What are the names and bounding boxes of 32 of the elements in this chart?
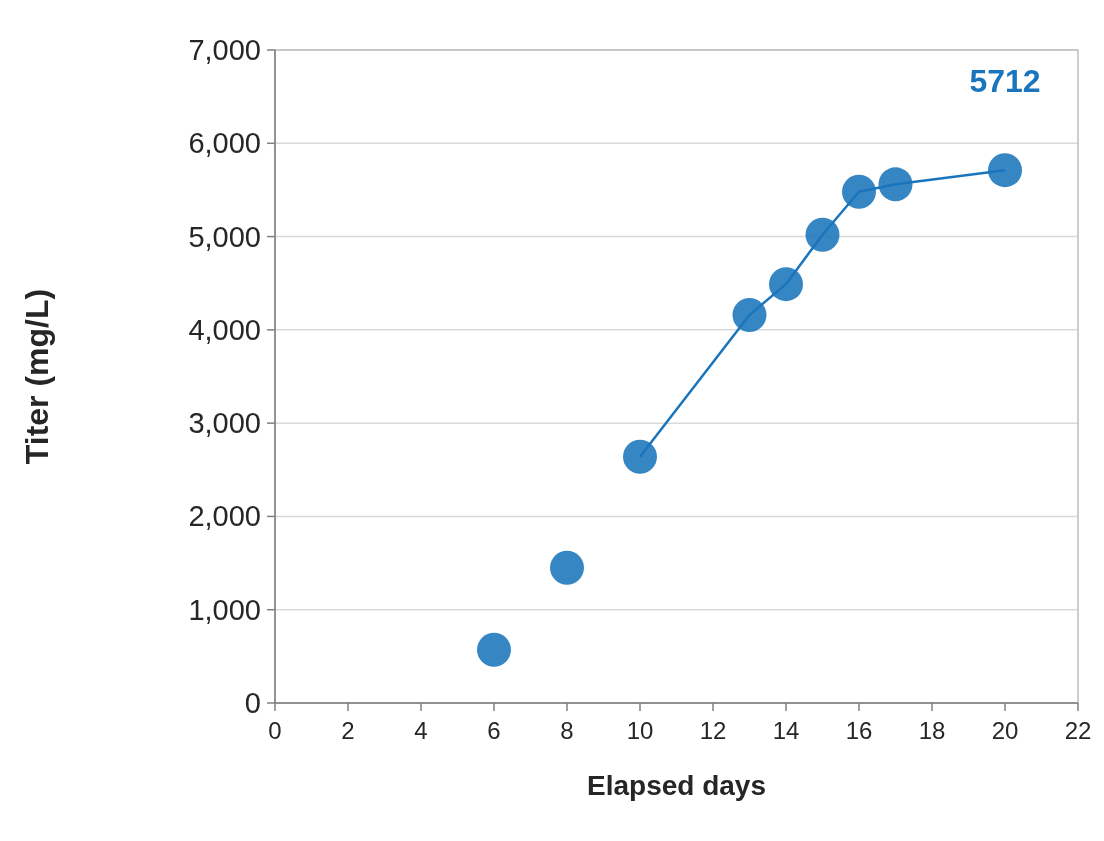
point [805, 217, 840, 252]
x-tick-label: 12 [699, 717, 727, 744]
x-tick-label: 18 [918, 717, 946, 744]
y-tick-label: 0 [244, 687, 261, 719]
x-tick-label: 14 [772, 717, 800, 744]
point [842, 174, 876, 209]
y-tick-label: 5,000 [188, 220, 261, 253]
point [769, 267, 803, 302]
y-tick-label: 6,000 [188, 127, 261, 160]
x-tick-label: 22 [1064, 717, 1092, 744]
point [878, 167, 913, 202]
x-tick-label: 8 [560, 717, 574, 744]
y-tick-label: 2,000 [188, 500, 261, 533]
y-tick-label: 4,000 [188, 313, 261, 346]
point [477, 632, 511, 667]
y-tick-label: 1,000 [188, 593, 261, 626]
x-tick-label: 0 [268, 717, 282, 744]
x-axis-title: Elapsed days [587, 770, 766, 801]
point [623, 439, 657, 474]
x-tick-label: 20 [991, 717, 1019, 744]
y-axis-title: Titer (mg/L) [19, 288, 55, 465]
y-tick-label: 3,000 [188, 407, 261, 440]
point [732, 297, 767, 332]
x-tick-label: 2 [341, 717, 355, 744]
y-tick-label: 7,000 [188, 34, 261, 66]
x-tick-label: 16 [845, 717, 873, 744]
x-tick-label: 6 [487, 717, 501, 744]
x-tick-label: 10 [626, 717, 654, 744]
point [988, 153, 1022, 188]
point [550, 550, 584, 585]
x-tick-label: 4 [414, 717, 428, 744]
annotation: 5712 [969, 63, 1041, 100]
